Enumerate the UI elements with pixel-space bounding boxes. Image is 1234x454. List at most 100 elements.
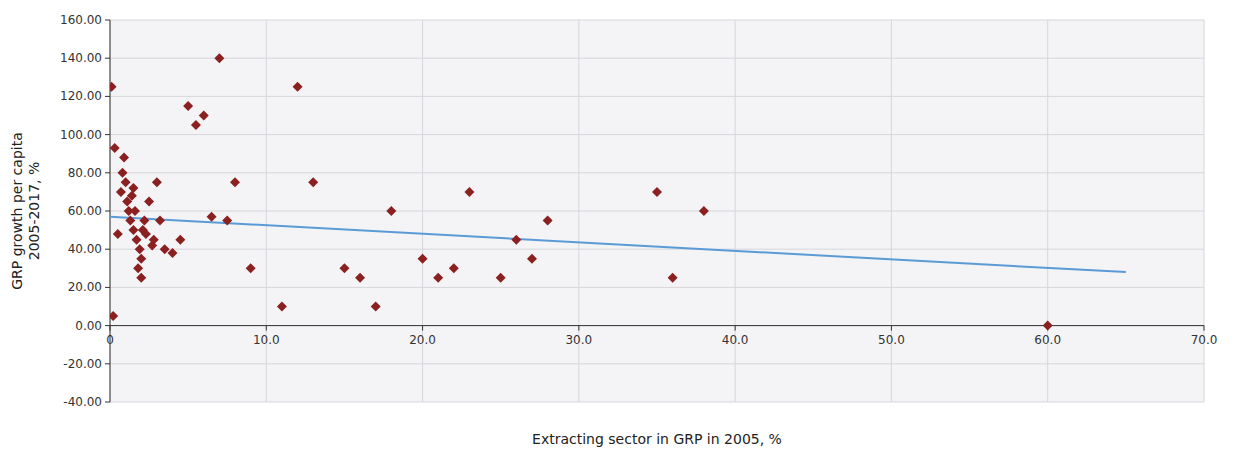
x-tick (1204, 326, 1205, 331)
y-tick-label: -20.00 (63, 357, 102, 371)
x-tick (266, 326, 267, 331)
y-tick-label: 160.00 (60, 13, 102, 27)
y-tick (105, 287, 110, 288)
y-tick (105, 172, 110, 173)
x-tick-label: 40.0 (722, 333, 749, 347)
y-tick (105, 134, 110, 135)
scatter-point (277, 302, 287, 312)
scatter-point (214, 53, 224, 63)
scatter-point (130, 206, 140, 216)
scatter-point (128, 183, 138, 193)
y-tick-label: 140.00 (60, 51, 102, 65)
x-axis-label: Extracting sector in GRP in 2005, % (532, 431, 782, 447)
y-tick (105, 249, 110, 250)
scatter-point (543, 216, 553, 226)
scatter-point (386, 206, 396, 216)
y-tick-label: 60.00 (68, 204, 102, 218)
y-grid-line (110, 249, 1204, 250)
x-tick (891, 326, 892, 331)
scatter-point (496, 273, 506, 283)
scatter-point (355, 273, 365, 283)
x-tick-label: 20.0 (409, 333, 436, 347)
scatter-point (527, 254, 537, 264)
y-grid-line (110, 172, 1204, 173)
scatter-point (136, 254, 146, 264)
scatter-point (110, 311, 118, 321)
scatter-point (199, 111, 209, 121)
scatter-point (222, 216, 232, 226)
scatter-point (339, 263, 349, 273)
scatter-point (371, 302, 381, 312)
scatter-point (183, 101, 193, 111)
y-axis-label: GRP growth per capita2005-2017, % (9, 132, 42, 289)
scatter-point (511, 235, 521, 245)
y-grid-line (110, 363, 1204, 364)
scatter-point (118, 168, 128, 178)
scatter-point (668, 273, 678, 283)
data-layer (110, 53, 1126, 330)
scatter-point (116, 187, 126, 197)
y-grid-line (110, 58, 1204, 59)
scatter-point (128, 225, 138, 235)
y-grid-line (110, 20, 1204, 21)
y-axis-line (110, 20, 111, 402)
scatter-point (449, 263, 459, 273)
y-grid-line (110, 96, 1204, 97)
scatter-point (136, 273, 146, 283)
y-tick (105, 363, 110, 364)
y-tick (105, 20, 110, 21)
y-tick (105, 325, 110, 326)
y-grid-line (110, 134, 1204, 135)
x-tick-label: 60.0 (1034, 333, 1061, 347)
line-layer (110, 217, 1126, 272)
y-tick (105, 58, 110, 59)
scatter-point (139, 216, 149, 226)
y-tick-label: 80.00 (68, 166, 102, 180)
scatter-point (125, 216, 135, 226)
x-grid-line (110, 20, 111, 402)
scatter-point (230, 177, 240, 187)
scatter-point (246, 263, 256, 273)
scatter-point (135, 244, 145, 254)
scatter-point (110, 82, 117, 92)
scatter-point (149, 235, 159, 245)
scatter-point (418, 254, 428, 264)
x-tick-label: 10.0 (253, 333, 280, 347)
y-tick-label: 120.00 (60, 89, 102, 103)
y-tick-label: 20.00 (68, 280, 102, 294)
scatter-point (121, 177, 131, 187)
y-tick-label: 100.00 (60, 128, 102, 142)
x-tick (735, 326, 736, 331)
scatter-point (433, 273, 443, 283)
y-tick-label: 0.00 (75, 319, 102, 333)
scatter-point (168, 248, 178, 258)
x-tick-label: 30.0 (565, 333, 592, 347)
scatter-point (155, 216, 165, 226)
y-tick-label: 40.00 (68, 242, 102, 256)
trend-line (110, 217, 1126, 272)
y-grid-line (110, 287, 1204, 288)
scatter-point (152, 177, 162, 187)
x-tick-label: 50.0 (878, 333, 905, 347)
scatter-point (207, 212, 217, 222)
y-tick (105, 402, 110, 403)
x-axis-line (110, 325, 1204, 326)
y-grid-line (110, 325, 1204, 326)
scatter-point (464, 187, 474, 197)
x-tick (422, 326, 423, 331)
scatter-point (127, 191, 137, 201)
point-layer (110, 53, 1053, 330)
scatter-point (699, 206, 709, 216)
scatter-point (1043, 321, 1053, 331)
y-grid-line (110, 402, 1204, 403)
scatter-point (141, 229, 151, 239)
x-tick-label: 70.0 (1191, 333, 1218, 347)
scatter-point (175, 235, 185, 245)
axes: 010.020.030.040.050.060.070.0-40.00-20.0… (60, 13, 1217, 409)
y-tick (105, 211, 110, 212)
scatter-point (110, 143, 120, 153)
scatter-point (191, 120, 201, 130)
grid (110, 20, 1204, 402)
plot-background (110, 20, 1204, 402)
y-tick (105, 96, 110, 97)
